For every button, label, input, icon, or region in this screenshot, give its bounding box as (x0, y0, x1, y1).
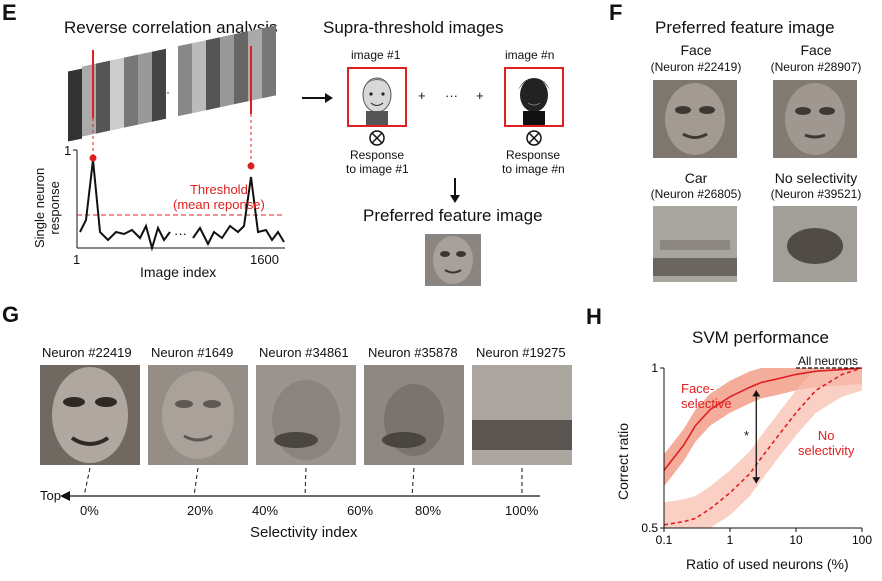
svg-text:·: · (166, 85, 170, 99)
g-tick-100: 100% (505, 503, 539, 518)
panel-letter-e: E (2, 0, 17, 25)
panel-letter-h: H (586, 304, 602, 329)
g-image-3 (256, 365, 356, 465)
f-item2-neuron: (Neuron #28907) (770, 60, 862, 74)
h-asterisk: * (744, 428, 750, 443)
f-item3-neuron: (Neuron #26805) (650, 187, 742, 201)
band-0 (664, 368, 862, 487)
imagen-label: image #n (505, 48, 555, 62)
g-image-2 (148, 365, 248, 465)
response1-line2: to image #1 (346, 162, 409, 176)
panel-e-title: Reverse correlation analysis (64, 18, 278, 37)
g-neuron-4: Neuron #35878 (368, 345, 458, 360)
g-top-label: Top (40, 488, 61, 503)
feature-image-no-selectivity (773, 206, 857, 282)
cartoon-face-light (362, 77, 392, 125)
g-neuron-3: Neuron #34861 (259, 345, 349, 360)
feature-image-face-1 (653, 80, 737, 158)
h-xtick-label: 10 (789, 533, 803, 547)
cartoon-face-dark (518, 78, 550, 125)
supra-threshold-title: Supra-threshold images (323, 18, 504, 37)
x-axis-label: Image index (140, 264, 217, 280)
responsen-label: Response to image #n (502, 148, 565, 176)
h-face-line1: Face- (681, 381, 715, 396)
panel-f-title: Preferred feature image (655, 18, 835, 37)
arrow-head-down (752, 477, 761, 484)
panel-letter-f: F (609, 0, 623, 25)
series-line-0 (663, 367, 863, 471)
g-image-5 (472, 365, 572, 465)
g-tick-80: 80% (415, 503, 442, 518)
h-noselect-line2: selectivity (798, 443, 855, 458)
panel-letter-g: G (2, 302, 20, 327)
h-face-label: Face- selective (681, 381, 732, 411)
h-face-line2: selective (681, 396, 732, 411)
h-xtick-label: 100 (852, 533, 872, 547)
ellipsis: ··· (445, 88, 458, 103)
g-neuron-5: Neuron #19275 (476, 345, 566, 360)
x-tick-1600: 1600 (250, 252, 279, 267)
g-axis-label: Selectivity index (250, 524, 358, 541)
f-item3-category: Car (684, 170, 708, 186)
g-tick-0: 0% (80, 503, 99, 518)
arrow-head-up (752, 390, 761, 397)
h-xtick-label: 1 (727, 533, 734, 547)
h-y-label: Correct ratio (615, 422, 631, 500)
plus-2: + (476, 88, 484, 103)
f-item1-category: Face (680, 42, 712, 58)
responsen-line1: Response (505, 148, 561, 162)
g-neuron-1: Neuron #22419 (42, 345, 132, 360)
f-item4-neuron: (Neuron #39521) (770, 187, 862, 201)
image-stack: · (68, 25, 276, 142)
f-item2-category: Face (800, 42, 832, 58)
f-item4-category: No selectivity (774, 170, 858, 186)
h-title: SVM performance (692, 328, 829, 347)
g-image-4 (364, 365, 464, 465)
band-1 (664, 368, 862, 528)
h-x-label: Ratio of used neurons (%) (686, 556, 849, 572)
response1-label: Response to image #1 (346, 148, 409, 176)
feature-image-car (653, 206, 737, 282)
plus-1: + (418, 88, 426, 103)
g-tick-20: 20% (187, 503, 214, 518)
threshold-line2: (mean reponse) (173, 197, 265, 212)
threshold-line1: Threshold (189, 182, 248, 197)
y-tick-1: 1 (64, 143, 72, 158)
threshold-label: Threshold (mean reponse) (173, 182, 265, 212)
h-noselect-label: No selectivity (798, 428, 854, 458)
svg-text:···: ··· (174, 226, 187, 241)
g-neuron-2: Neuron #1649 (151, 345, 234, 360)
image1-label: image #1 (351, 48, 401, 62)
h-xtick-label: 0.1 (656, 533, 673, 547)
h-ytick-label: 0.5 (641, 521, 658, 535)
preferred-feature-title-e: Preferred feature image (363, 206, 543, 225)
response1-line1: Response (349, 148, 405, 162)
h-ytick-label: 1 (651, 361, 658, 375)
h-noselect-line1: No (817, 428, 835, 443)
g-tick-60: 60% (347, 503, 374, 518)
responsen-line2: to image #n (502, 162, 565, 176)
f-item1-neuron: (Neuron #22419) (650, 60, 742, 74)
g-image-1 (40, 365, 140, 465)
h-all-neurons-label: All neurons (798, 354, 859, 368)
x-tick-1: 1 (73, 252, 81, 267)
feature-image-face-2 (773, 80, 857, 158)
g-tick-40: 40% (252, 503, 279, 518)
